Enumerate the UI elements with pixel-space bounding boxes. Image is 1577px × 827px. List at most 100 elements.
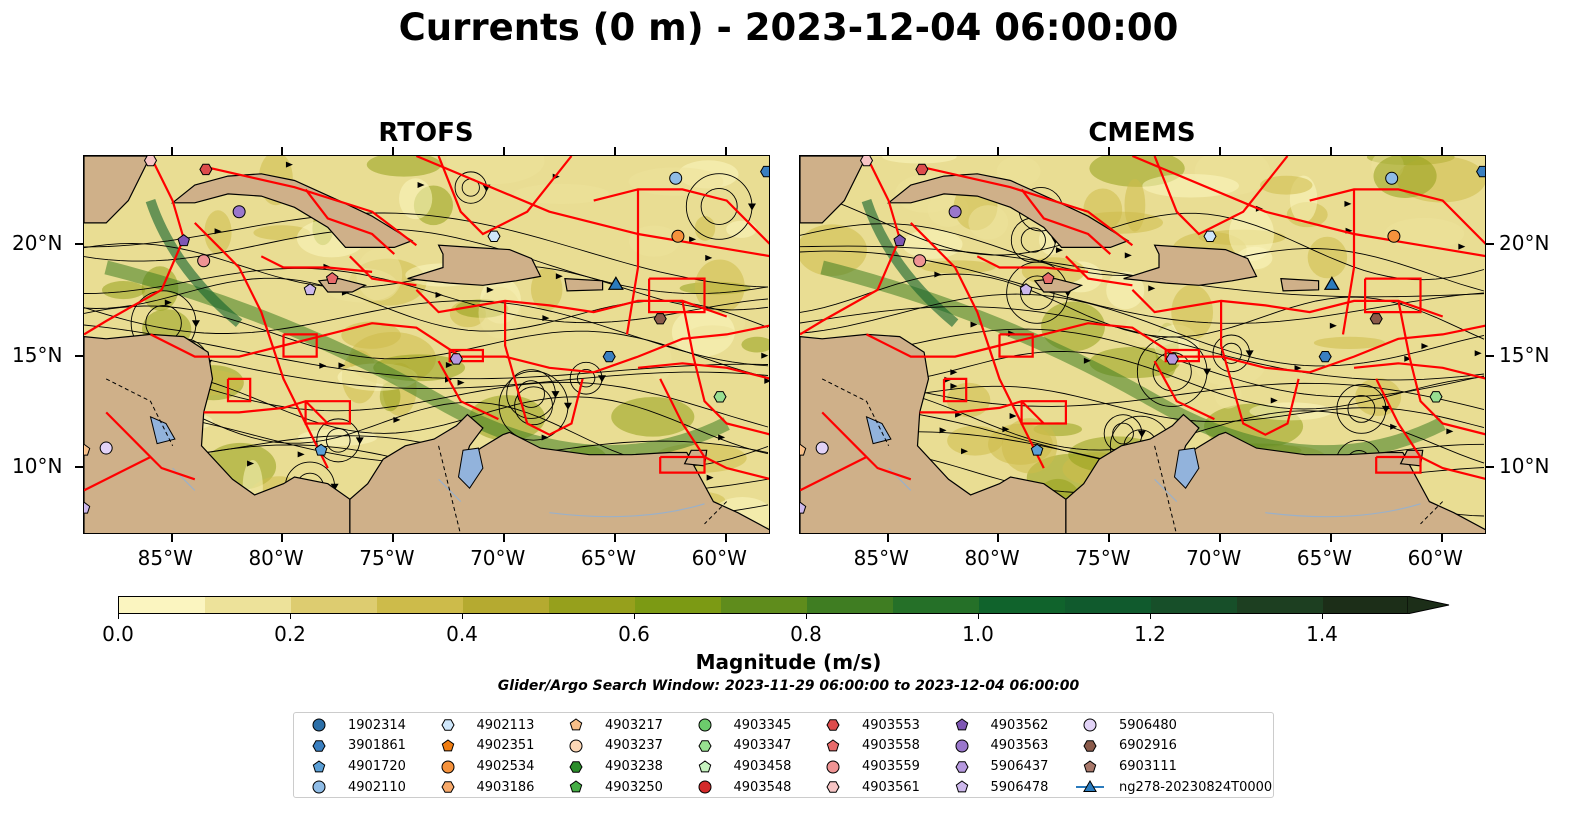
- panel-title-rtofs: RTOFS: [378, 118, 474, 148]
- legend-item: 1902314: [304, 715, 406, 735]
- legend-marker: [826, 739, 840, 752]
- legend-item: 4903237: [561, 736, 663, 756]
- legend-item: 4902351: [433, 736, 534, 756]
- legend-label: 4903563: [990, 738, 1049, 754]
- pentagon-marker-icon: [698, 759, 711, 772]
- float-4902110: [1385, 171, 1399, 185]
- colorbar-tick: [462, 613, 463, 619]
- legend-item: 4903548: [690, 777, 791, 797]
- lon-tick-top: [886, 147, 889, 155]
- legend-marker: [1083, 740, 1097, 752]
- lon-tick-bottom: [1440, 534, 1443, 542]
- legend: 1902314 3901861 4901720 4902110 4902113 49023…: [293, 712, 1274, 798]
- float-4903563: [948, 205, 962, 219]
- float-4902110: [669, 171, 683, 185]
- colorbar-tick: [118, 613, 119, 619]
- colorbar-bin: [721, 597, 808, 613]
- float-4903558: [1041, 271, 1055, 284]
- lon-tick-bottom: [1108, 534, 1111, 542]
- map-panel-rtofs[interactable]: [83, 155, 770, 534]
- lon-tick-bottom: [997, 534, 1000, 542]
- float-5906478: [303, 283, 317, 296]
- legend-marker: [569, 780, 583, 793]
- panel-title-cmems: CMEMS: [1088, 118, 1196, 148]
- legend-marker: [312, 759, 326, 772]
- legend-marker: [569, 718, 583, 731]
- legend-label: 4903562: [990, 717, 1049, 733]
- legend-item: 4903558: [818, 736, 920, 756]
- legend-marker: [1083, 759, 1097, 772]
- map-panel-cmems[interactable]: [799, 155, 1486, 534]
- hexagon-marker-icon: [440, 719, 455, 731]
- float-4903553: [915, 163, 929, 176]
- legend-marker: [312, 718, 326, 732]
- float-4901720: [314, 443, 328, 456]
- lon-tick-bottom: [281, 534, 284, 542]
- colorbar-tick-label: 1.2: [1134, 622, 1166, 646]
- pentagon-marker-icon: [569, 780, 583, 793]
- legend-item: 4901720: [304, 757, 406, 777]
- float-4903559: [197, 254, 211, 268]
- legend-label: 4903553: [862, 717, 920, 733]
- lon-tick-top: [613, 147, 616, 155]
- legend-label: 4903217: [605, 717, 663, 733]
- colorbar-bin: [377, 597, 464, 613]
- legend-label: 6903111: [1119, 759, 1177, 775]
- legend-item: 4903345: [690, 715, 791, 735]
- circle-marker-icon: [826, 760, 840, 774]
- legend-item: ng278-20230824T0000: [1075, 777, 1272, 797]
- lon-tick-top: [392, 147, 395, 155]
- lon-tick-top: [1219, 147, 1222, 155]
- float-5906437: [1165, 353, 1179, 365]
- figure-title: Currents (0 m) - 2023-12-04 06:00:00: [398, 6, 1179, 49]
- lat-tick-left: [75, 354, 83, 357]
- colorbar-bin: [979, 597, 1066, 613]
- pentagon-marker-icon: [955, 780, 968, 793]
- pentagon-marker-icon: [826, 739, 840, 752]
- legend-item: 3901861: [304, 736, 406, 756]
- float-3901861: [760, 165, 769, 178]
- legend-item: 4903238: [561, 757, 663, 777]
- colorbar-tick: [290, 613, 291, 619]
- pentagon-marker-icon: [441, 739, 454, 752]
- circle-marker-icon: [569, 739, 583, 753]
- colorbar-tick-label: 1.0: [962, 622, 994, 646]
- float-4903559: [913, 254, 927, 268]
- float-4902534: [671, 229, 685, 243]
- legend-item: 5906478: [947, 777, 1048, 797]
- lon-tick-top: [1440, 147, 1443, 155]
- float-4903553: [199, 163, 213, 176]
- colorbar-bin: [1151, 597, 1238, 613]
- legend-label: 5906437: [990, 759, 1049, 775]
- float-4901720: [1030, 443, 1044, 456]
- float-4903562: [177, 234, 190, 247]
- hexagon-marker-icon: [312, 740, 326, 752]
- colorbar-bin: [549, 597, 636, 613]
- legend-marker: [955, 718, 968, 731]
- lon-tick-label: 65°W: [580, 546, 637, 570]
- legend-label: 4902110: [348, 779, 406, 795]
- lon-tick-top: [281, 147, 284, 155]
- eez-boundaries: [84, 156, 769, 492]
- lat-tick-left: [75, 466, 83, 469]
- legend-label: 4903559: [862, 759, 920, 775]
- colorbar-bin: [1237, 597, 1324, 613]
- lat-tick-label-right: 10°N: [1499, 454, 1550, 479]
- glider-marker-icon: [1076, 780, 1104, 793]
- map-canvas-rtofs: [84, 156, 769, 533]
- legend-item: 4903347: [690, 736, 791, 756]
- lon-tick-bottom: [886, 534, 889, 542]
- float-4902113: [1203, 230, 1217, 242]
- hexagon-marker-icon: [826, 781, 840, 794]
- land: [800, 156, 1485, 533]
- float-3901861: [1476, 165, 1485, 178]
- eez-boundaries: [800, 156, 1485, 492]
- float-4903561: [859, 156, 874, 167]
- legend-label: 4903238: [605, 759, 663, 775]
- float-4903347: [1429, 391, 1443, 403]
- legend-item: 4902534: [433, 757, 534, 777]
- float-4903561: [143, 156, 158, 167]
- lon-tick-label: 85°W: [137, 546, 193, 570]
- colorbar-extend-arrow: [1407, 596, 1450, 614]
- legend-item: 6902916: [1075, 736, 1177, 756]
